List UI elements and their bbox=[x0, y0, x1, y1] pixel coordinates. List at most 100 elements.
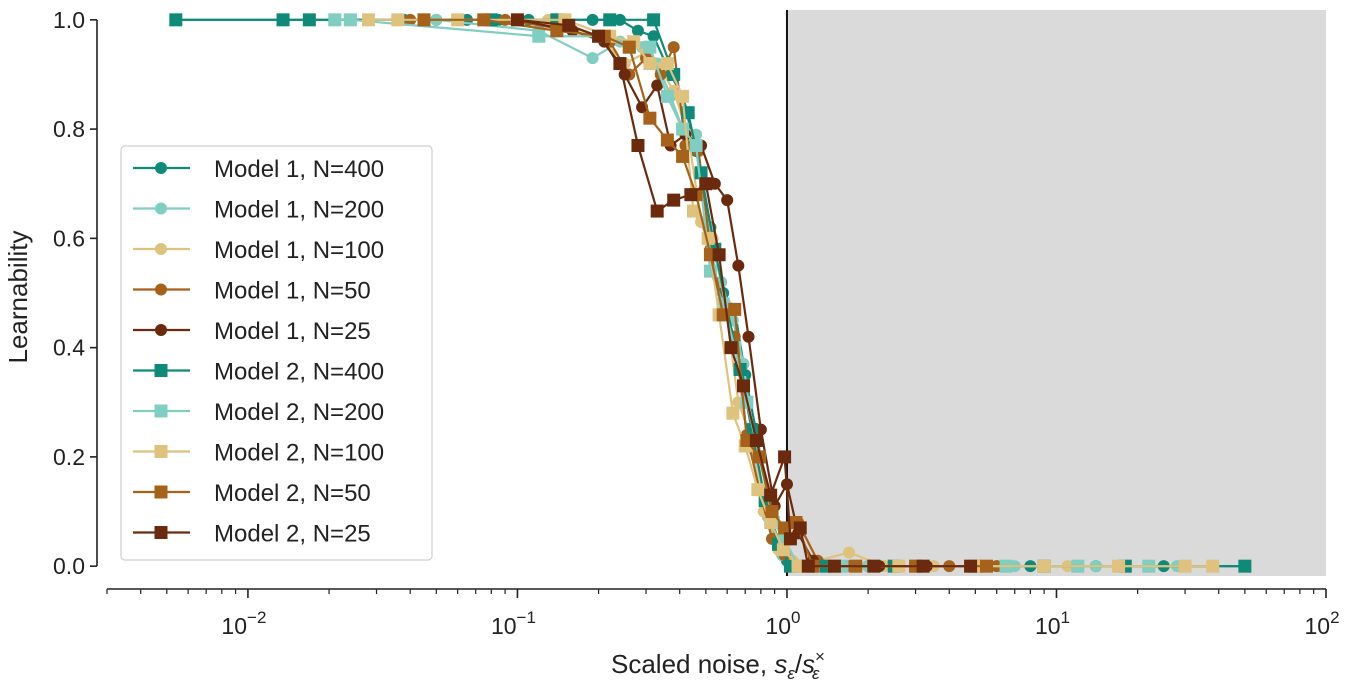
data-point bbox=[684, 188, 698, 202]
data-point bbox=[169, 13, 183, 27]
data-point bbox=[1112, 559, 1126, 573]
data-point bbox=[660, 89, 674, 103]
data-point bbox=[603, 13, 617, 27]
y-tick-label: 0.8 bbox=[53, 116, 85, 142]
x-tick-label: 10−1 bbox=[491, 608, 536, 639]
data-point bbox=[764, 515, 778, 529]
data-point bbox=[417, 13, 431, 27]
data-point bbox=[751, 483, 765, 497]
data-point bbox=[778, 521, 792, 535]
data-point bbox=[343, 13, 357, 27]
data-point bbox=[721, 194, 734, 207]
data-point bbox=[749, 434, 763, 448]
data-point bbox=[712, 248, 726, 262]
data-point bbox=[562, 18, 576, 32]
data-point bbox=[622, 40, 636, 54]
data-point bbox=[689, 138, 703, 152]
legend-marker bbox=[155, 243, 167, 255]
legend-marker bbox=[154, 526, 168, 539]
x-tick-label: 101 bbox=[1035, 608, 1070, 639]
y-tick-label: 0.0 bbox=[53, 553, 85, 579]
data-point bbox=[361, 13, 375, 27]
legend-entry: Model 1, N=25 bbox=[133, 318, 371, 345]
data-point bbox=[742, 330, 755, 343]
data-point bbox=[1037, 559, 1051, 573]
legend-entry: Model 2, N=50 bbox=[133, 480, 371, 507]
data-point bbox=[764, 488, 778, 502]
data-point bbox=[651, 79, 664, 92]
x-tick-label: 102 bbox=[1304, 608, 1339, 639]
data-point bbox=[783, 532, 797, 546]
data-point bbox=[1178, 559, 1192, 573]
x-axis-ticks: 10−2 10−1 100 101 102 bbox=[106, 589, 1340, 639]
legend-label: Model 2, N=400 bbox=[214, 359, 384, 386]
axes: 0.0 0.2 0.4 0.6 0.8 1.0 10−2 10−1 100 101 102 Lea… bbox=[3, 7, 1340, 683]
data-point bbox=[776, 543, 790, 557]
data-point bbox=[631, 138, 645, 152]
legend-entry: Model 1, N=400 bbox=[133, 156, 384, 183]
data-point bbox=[302, 13, 316, 27]
data-point bbox=[778, 450, 792, 464]
legend-label: Model 1, N=200 bbox=[214, 197, 384, 224]
data-point bbox=[647, 30, 660, 43]
y-tick-label: 0.2 bbox=[53, 444, 85, 470]
data-point bbox=[1238, 559, 1252, 573]
y-axis-ticks: 0.0 0.2 0.4 0.6 0.8 1.0 bbox=[53, 7, 97, 579]
data-point bbox=[827, 559, 841, 573]
legend-entry: Model 2, N=400 bbox=[133, 359, 384, 386]
data-point bbox=[980, 559, 994, 573]
legend-label: Model 1, N=25 bbox=[214, 318, 371, 345]
data-point bbox=[391, 13, 405, 27]
data-point bbox=[686, 204, 700, 218]
data-point bbox=[643, 40, 657, 54]
y-tick-label: 1.0 bbox=[53, 7, 85, 33]
legend-marker bbox=[154, 485, 168, 499]
legend-marker bbox=[154, 364, 168, 377]
data-point bbox=[586, 52, 599, 65]
legend-label: Model 1, N=400 bbox=[214, 156, 384, 183]
data-point bbox=[650, 204, 664, 218]
data-point bbox=[328, 13, 342, 27]
x-tick-label: 10−2 bbox=[221, 608, 266, 639]
legend-entry: Model 2, N=100 bbox=[133, 440, 384, 467]
data-point bbox=[667, 41, 680, 54]
data-point bbox=[276, 13, 290, 27]
legend-entry: Model 1, N=100 bbox=[133, 237, 384, 264]
data-point bbox=[676, 149, 690, 163]
data-point bbox=[726, 406, 740, 420]
data-point bbox=[793, 521, 807, 535]
data-point bbox=[724, 341, 738, 355]
legend-marker bbox=[155, 202, 167, 215]
data-point bbox=[532, 29, 546, 43]
data-point bbox=[801, 559, 815, 573]
data-point bbox=[964, 559, 978, 573]
legend-entry: Model 1, N=200 bbox=[133, 197, 384, 224]
legend-label: Model 2, N=100 bbox=[214, 440, 384, 467]
data-point bbox=[676, 89, 690, 103]
data-point bbox=[643, 111, 657, 125]
data-point bbox=[660, 57, 674, 71]
legend-marker bbox=[155, 324, 167, 336]
shaded-region bbox=[786, 10, 1326, 576]
data-point bbox=[667, 193, 681, 207]
data-point bbox=[737, 379, 751, 393]
data-point bbox=[1206, 559, 1220, 573]
data-point bbox=[728, 302, 742, 316]
data-point bbox=[791, 559, 805, 573]
data-point bbox=[916, 559, 930, 573]
legend-entry: Model 2, N=200 bbox=[133, 399, 384, 426]
data-point bbox=[510, 13, 524, 27]
x-tick-label: 100 bbox=[765, 608, 800, 639]
data-point bbox=[699, 177, 713, 191]
legend-label: Model 2, N=200 bbox=[214, 399, 384, 426]
y-tick-label: 0.4 bbox=[53, 335, 85, 361]
data-point bbox=[592, 29, 606, 43]
data-point bbox=[613, 57, 627, 71]
data-point bbox=[660, 133, 674, 147]
legend-label: Model 2, N=25 bbox=[214, 521, 371, 548]
data-point bbox=[477, 13, 491, 27]
series-10 bbox=[510, 13, 978, 573]
data-point bbox=[550, 24, 564, 38]
data-point bbox=[843, 546, 856, 559]
